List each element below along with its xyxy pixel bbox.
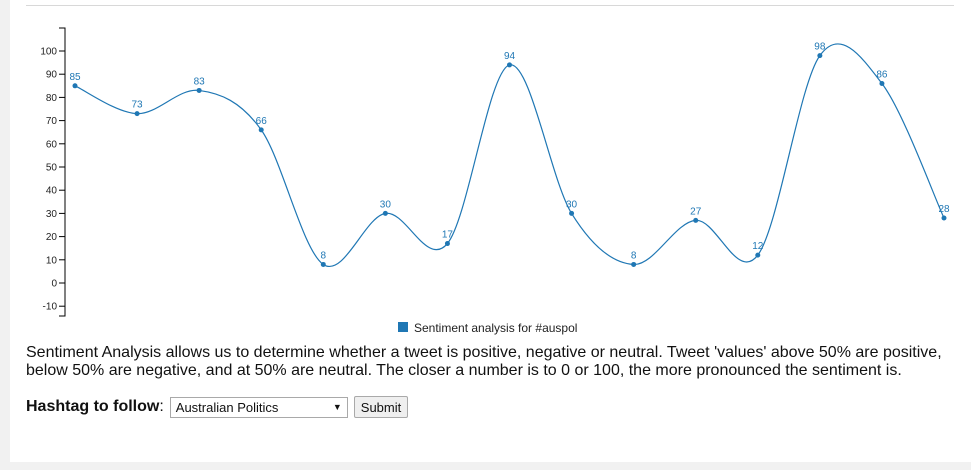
- data-label: 85: [69, 72, 81, 83]
- y-tick-label: 40: [46, 186, 58, 197]
- data-label: 86: [876, 69, 888, 80]
- data-label: 30: [566, 199, 578, 210]
- data-point: [941, 215, 947, 221]
- sentiment-line-chart: -10 0 10 20 30 40 50 60 70 80 90 100 85 73 83 66 8 30 17 9…: [40, 27, 950, 335]
- hashtag-select-value: Australian Politics: [175, 399, 279, 415]
- data-label: 94: [504, 51, 516, 62]
- y-tick-label: 0: [51, 279, 57, 290]
- data-point: [382, 210, 388, 216]
- data-label: 30: [380, 199, 392, 210]
- data-label: 12: [752, 241, 764, 252]
- data-label: 8: [631, 250, 637, 261]
- data-point: [196, 87, 202, 93]
- data-label: 73: [132, 100, 144, 111]
- data-label: 98: [814, 42, 826, 53]
- y-tick-label: 90: [46, 70, 58, 81]
- data-point: [258, 127, 264, 133]
- y-tick-label: 10: [46, 255, 58, 266]
- data-point: [569, 210, 575, 216]
- data-point: [879, 80, 885, 86]
- y-tick-label: 50: [46, 163, 58, 174]
- series-line: [74, 43, 945, 268]
- y-tick-label: -10: [43, 302, 58, 313]
- data-label: 17: [442, 230, 454, 241]
- data-label: 83: [194, 76, 206, 87]
- data-point: [817, 53, 823, 59]
- submit-button[interactable]: Submit: [353, 396, 409, 418]
- y-axis-line: [59, 27, 66, 317]
- data-point: [72, 83, 78, 89]
- data-label: 66: [256, 116, 268, 127]
- data-point: [693, 217, 699, 223]
- y-tick-label: 80: [46, 93, 58, 104]
- data-label: 27: [690, 206, 702, 217]
- y-tick-label: 60: [46, 139, 58, 150]
- sentiment-description: Sentiment Analysis allows us to determin…: [26, 344, 942, 379]
- hashtag-select[interactable]: Australian Politics ▼: [169, 396, 348, 418]
- data-points: 85 73 83 66 8 30 17 94 30 8 27 12 98 86 28: [69, 42, 950, 267]
- data-point: [444, 241, 450, 247]
- y-tick-label: 70: [46, 116, 58, 127]
- page-panel: [10, 0, 971, 462]
- dropdown-arrow-icon: ▼: [332, 402, 342, 412]
- data-point: [755, 252, 761, 258]
- hashtag-label: Hashtag to follow: [26, 398, 160, 415]
- data-point: [631, 261, 637, 267]
- y-tick-label: 20: [46, 232, 58, 243]
- legend: Sentiment analysis for #auspol: [398, 321, 577, 335]
- legend-label: Sentiment analysis for #auspol: [414, 321, 577, 335]
- data-point: [134, 111, 140, 117]
- data-label: 28: [938, 204, 950, 215]
- y-tick-label: 100: [40, 47, 57, 58]
- data-label: 8: [321, 250, 327, 261]
- data-point: [320, 261, 326, 267]
- y-axis: -10 0 10 20 30 40 50 60 70 80 90 100: [40, 27, 66, 317]
- label-colon: :: [159, 398, 164, 415]
- data-point: [507, 62, 512, 68]
- legend-swatch: [398, 322, 408, 332]
- y-tick-label: 30: [46, 209, 58, 220]
- hashtag-form: Hashtag to follow: Australian Politics ▼…: [26, 395, 409, 419]
- top-divider: [26, 5, 954, 6]
